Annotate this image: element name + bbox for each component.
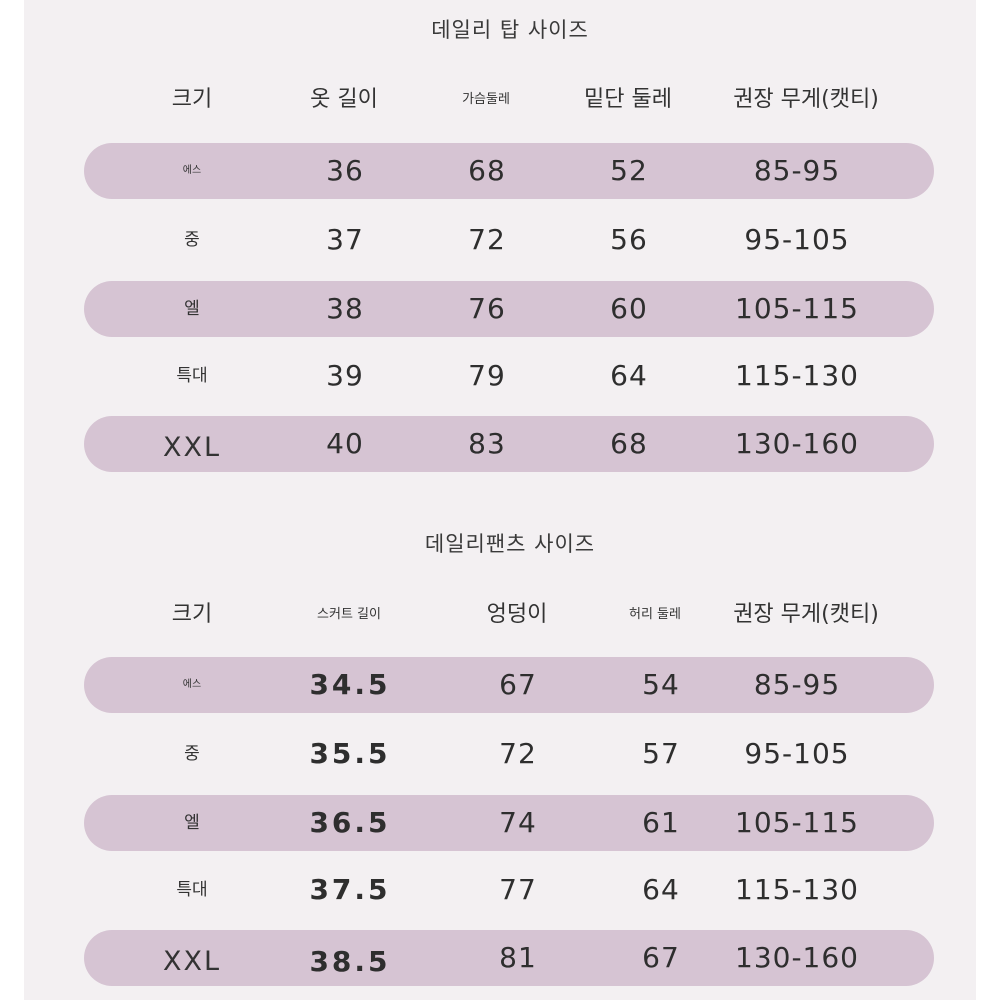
length-value: 36 [326,154,364,187]
chest-value: 76 [468,292,506,325]
row-highlight [84,930,934,986]
header-skirt-length: 스커트 길이 [317,607,381,622]
length-value: 37 [326,223,364,256]
size-label: 특대 [176,880,208,900]
weight-value: 95-105 [744,737,850,770]
hem-value: 60 [610,292,648,325]
table-header-row: 크기 옷 길이 가슴둘레 밑단 둘레 권장 무게(캣티) [0,72,1000,128]
table-row: 특대 37.5 77 64 115-130 [0,862,1000,918]
skirt-length-value: 35.5 [309,737,391,770]
weight-value: 105-115 [735,292,859,325]
header-weight: 권장 무게(캣티) [733,87,879,112]
skirt-length-value: 38.5 [309,945,391,978]
header-waist: 허리 둘레 [629,607,681,622]
header-length: 옷 길이 [310,87,378,112]
table-row: 중 35.5 72 57 95-105 [0,726,1000,782]
header-size: 크기 [171,602,213,627]
size-label: XXL [162,946,222,977]
header-chest: 가슴둘레 [462,92,510,107]
table-row: 엘 36.5 74 61 105-115 [0,795,1000,851]
hip-value: 72 [499,737,537,770]
row-highlight [84,281,934,337]
hip-value: 81 [499,941,537,974]
weight-value: 115-130 [735,873,859,906]
header-hip: 엉덩이 [486,602,548,627]
table-header-row: 크기 스커트 길이 엉덩이 허리 둘레 권장 무게(캣티) [0,587,1000,643]
length-value: 39 [326,359,364,392]
table-row: 엘 38 76 60 105-115 [0,281,1000,337]
row-highlight [84,416,934,472]
row-highlight [84,143,934,199]
weight-value: 130-160 [735,427,859,460]
waist-value: 67 [642,941,680,974]
waist-value: 64 [642,873,680,906]
table-row: 에스 36 68 52 85-95 [0,143,1000,199]
table-row: 중 37 72 56 95-105 [0,212,1000,268]
weight-value: 105-115 [735,806,859,839]
chest-value: 83 [468,427,506,460]
table-row: 특대 39 79 64 115-130 [0,348,1000,404]
hem-value: 56 [610,223,648,256]
hip-value: 67 [499,668,537,701]
size-label: 에스 [182,165,202,176]
chest-value: 79 [468,359,506,392]
waist-value: 61 [642,806,680,839]
weight-value: 95-105 [744,223,850,256]
header-size: 크기 [171,87,213,112]
header-hem: 밑단 둘레 [584,87,672,112]
skirt-length-value: 37.5 [309,873,391,906]
weight-value: 130-160 [735,941,859,974]
weight-value: 115-130 [735,359,859,392]
table-row: 에스 34.5 67 54 85-95 [0,657,1000,713]
size-label: XXL [162,432,222,463]
table-row: XXL 40 83 68 130-160 [0,416,1000,472]
hip-value: 74 [499,806,537,839]
hem-value: 68 [610,427,648,460]
header-weight: 권장 무게(캣티) [733,602,879,627]
size-label: 특대 [176,366,208,386]
hip-value: 77 [499,873,537,906]
table-title: 데일리 탑 사이즈 [431,18,589,42]
length-value: 38 [326,292,364,325]
row-highlight [84,795,934,851]
size-label: 에스 [182,679,202,690]
hem-value: 64 [610,359,648,392]
chest-value: 68 [468,154,506,187]
row-highlight [84,657,934,713]
skirt-length-value: 36.5 [309,806,391,839]
waist-value: 54 [642,668,680,701]
size-label: 중 [184,230,200,250]
table-row: XXL 38.5 81 67 130-160 [0,930,1000,986]
table-title: 데일리팬츠 사이즈 [424,532,596,556]
hem-value: 52 [610,154,648,187]
size-label: 엘 [184,299,200,319]
skirt-length-value: 34.5 [309,668,391,701]
waist-value: 57 [642,737,680,770]
chest-value: 72 [468,223,506,256]
weight-value: 85-95 [753,668,841,701]
size-label: 엘 [184,813,200,833]
weight-value: 85-95 [753,154,841,187]
length-value: 40 [326,427,364,460]
size-label: 중 [184,744,200,764]
